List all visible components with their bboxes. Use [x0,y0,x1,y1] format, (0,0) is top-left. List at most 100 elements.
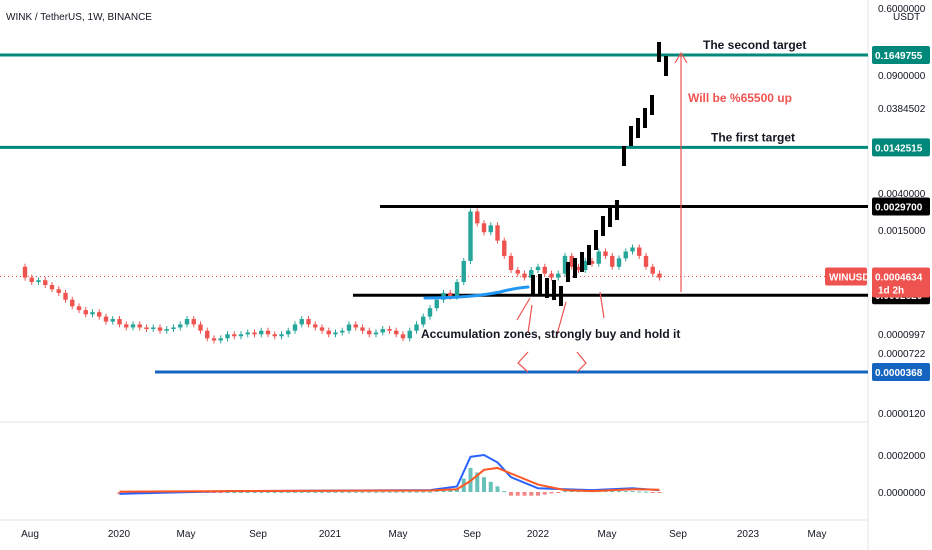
zone-arrow [527,304,533,334]
candle [508,255,514,271]
candle [569,255,574,267]
candle [488,225,493,233]
candles [22,42,668,344]
candle [299,319,304,325]
price-tag-label: 0.0142515 [875,143,923,154]
macd-histogram-bar [475,472,480,492]
macd-histogram-bar [239,491,243,493]
candle [218,338,223,341]
macd-histogram-bar [448,489,453,492]
macd-histogram-bar [320,491,324,493]
macd-histogram-bar [610,491,615,493]
candle [495,225,500,241]
macd-histogram-bar [637,491,642,493]
price-tick-label: 0.0040000 [878,189,926,200]
gain-arrowhead [674,51,688,64]
time-tick-label: May [598,529,617,540]
macd-histogram-bar [522,492,527,496]
candle [56,289,61,293]
projection-bar [573,258,577,278]
price-tag-label: 0.0029700 [875,202,923,213]
candle [97,312,102,317]
candle [191,319,196,325]
macd-histogram-bar [556,492,561,493]
candle [110,319,115,322]
candle [151,327,156,330]
symbol-tag [825,267,867,286]
time-tick-label: May [177,529,196,540]
candle [211,338,217,341]
macd-histogram-bar [630,491,635,493]
price-tag [872,46,930,64]
time-tick-label: Sep [249,529,267,540]
candle [407,330,412,339]
macd-histogram-bar [286,491,291,493]
price-tick-label: 0.6000000 [878,4,926,15]
macd-histogram-bar [542,492,547,495]
macd-histogram-bar [644,491,648,493]
macd-histogram-bar [502,491,507,493]
candle [198,324,203,331]
candle [49,284,55,290]
time-axis[interactable]: Aug 2020 May Sep 2021 May Sep 2022 May Sep 2023 May [21,529,826,540]
projection-bar [664,56,668,76]
candle [306,319,311,325]
price-tick-label: 0.0000997 [878,330,926,341]
candle [238,334,244,337]
candle [90,312,95,315]
candle [319,327,325,331]
price-tag [872,197,930,216]
symbol-tag-label: WINUSDT [829,272,876,283]
accumulation-label: Accumulation zones, strongly buy and hol… [421,327,680,341]
current-price-tag [872,267,930,298]
candle [346,324,352,331]
macd-histogram-bar [549,492,554,494]
price-axis[interactable]: 0.60000000.15188390.09000000.03845020.01… [825,4,930,499]
macd-histogram-bar [252,491,257,493]
time-tick-label: 2020 [108,529,131,540]
candle [542,266,547,274]
price-tag-label: 0.0000368 [875,368,923,379]
macd-histogram-bar [434,491,439,493]
macd-histogram-bar [347,491,351,493]
macd-histogram-bar [218,492,223,493]
candle [522,273,527,278]
macd-histogram-bar [333,491,338,493]
macd-histogram-bar [245,491,250,493]
candle [272,334,277,337]
projection-bar [657,42,661,62]
macd-histogram-bar [569,491,574,493]
symbol-title: WINK / TetherUS, 1W, BINANCE [6,12,152,23]
macd-histogram-bar [623,491,628,493]
candle [117,319,122,325]
macd-histogram-bar [380,491,385,493]
candle [76,306,82,311]
candle [245,332,250,335]
macd-histogram-bar [407,491,412,493]
candle [353,324,358,328]
projection-bar [594,230,598,250]
macd-histogram-bar [563,491,567,493]
macd-histogram-bar [617,491,621,493]
zone-arrow [599,291,605,319]
candle [63,292,68,300]
macd-panel [117,453,662,496]
candle [623,251,628,259]
price-tag-label: 0.1649755 [875,51,923,62]
time-tick-label: Sep [669,529,687,540]
candle [184,319,190,325]
projection-bar [531,275,535,295]
candle [43,280,48,285]
candle [596,251,601,264]
candle [461,260,466,283]
candle [232,334,237,337]
macd-histogram-bar [421,491,426,493]
candle [387,329,392,331]
candle [421,316,426,325]
candle [326,330,331,335]
candle [414,324,419,331]
projection-bar [587,245,591,265]
candle [427,308,433,317]
